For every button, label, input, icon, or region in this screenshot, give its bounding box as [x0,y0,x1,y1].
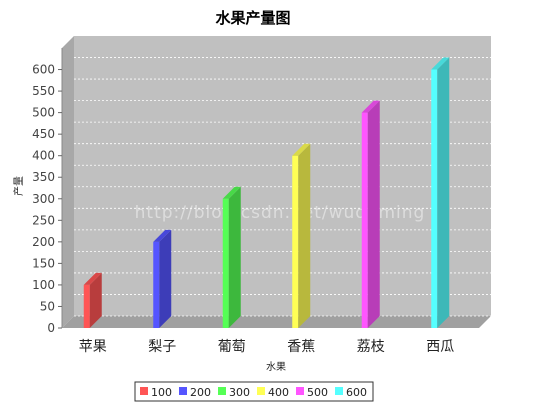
legend-label: 200 [190,386,211,399]
bar-side [298,143,311,328]
bar [83,284,90,328]
bar [222,198,229,328]
bar-side [437,57,450,329]
legend-box [134,381,374,402]
y-tick-label: 450 [32,127,55,141]
x-axis-label: 水果 [266,361,286,373]
legend-swatch [140,387,148,395]
bar-group [361,100,380,328]
bar [431,69,438,329]
legend-label: 600 [346,386,367,399]
bar [153,241,160,328]
y-tick-label: 200 [32,235,55,249]
legend-swatch [335,387,343,395]
bar-top [153,229,172,242]
y-tick-label: 300 [32,192,55,206]
bar-side [159,229,172,328]
y-tick-label: 100 [32,278,55,292]
y-tick-label: 550 [32,84,55,98]
bar [361,112,368,328]
y-tick-label: 150 [32,256,55,270]
plot-area [61,36,491,328]
bar-top [222,186,241,199]
bar [292,155,299,328]
y-tick-label: 0 [47,321,55,335]
legend-swatch [257,387,265,395]
bar-top [431,57,450,70]
y-tick-label: 400 [32,149,55,163]
y-tick-label: 600 [32,63,55,77]
y-axis-ticks: 0 50 100 150 200 250 300 350 400 450 500 550 600 [32,63,62,335]
bar-group [292,143,311,328]
y-tick-label: 500 [32,106,55,120]
watermark: http://blog.csdn.net/wudaming [135,203,426,223]
bar-group [83,272,102,328]
legend-label: 500 [307,386,328,399]
legend-label: 300 [229,386,250,399]
bar-side [89,272,102,328]
y-tick-label: 50 [40,299,55,313]
bar-top [83,272,102,285]
bars [83,57,450,329]
bar-side [367,100,380,328]
bar-top [292,143,311,156]
floor [62,316,491,328]
bar-group [222,186,241,328]
legend-swatch [296,387,304,395]
x-tick-label: 西瓜 [426,339,454,355]
legend-swatch [218,387,226,395]
x-tick-label: 荔枝 [357,339,385,355]
left-wall [62,36,74,328]
bar-group [153,229,172,328]
y-axis-label: 产量 [12,176,25,196]
x-tick-label: 香蕉 [287,339,315,355]
x-tick-label: 葡萄 [218,339,246,355]
legend: 100 200 300 400 500 600 [134,381,374,402]
x-tick-label: 梨子 [148,339,176,355]
legend-label: 100 [151,386,172,399]
x-axis-ticks: 苹果 梨子 葡萄 香蕉 荔枝 西瓜 [79,339,455,355]
bar-group [431,57,450,329]
y-tick-label: 350 [32,170,55,184]
chart-title: 水果产量图 [215,9,290,27]
bar-side [228,186,241,328]
y-tick-label: 250 [32,213,55,227]
x-tick-label: 苹果 [79,339,107,355]
legend-swatch [179,387,187,395]
legend-label: 400 [268,386,289,399]
bar-top [361,100,380,113]
back-wall [74,36,491,316]
